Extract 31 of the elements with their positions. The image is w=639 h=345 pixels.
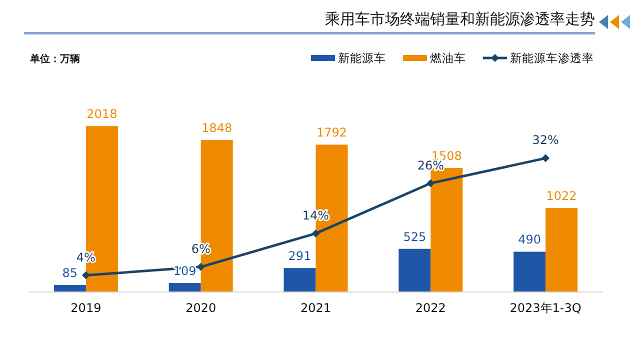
x-tick-label: 2020 xyxy=(186,301,216,315)
bar xyxy=(54,285,86,292)
legend-label: 燃油车 xyxy=(430,51,466,65)
data-label: 85 xyxy=(62,266,78,280)
data-label: 1848 xyxy=(202,121,232,136)
x-tick-label: 2022 xyxy=(415,301,446,315)
point xyxy=(542,154,550,162)
data-label: 2018 xyxy=(86,107,118,122)
data-label: 1022 xyxy=(546,188,577,203)
bar xyxy=(430,168,463,292)
bar xyxy=(398,248,431,292)
point xyxy=(82,271,90,280)
bar xyxy=(284,268,316,292)
bar xyxy=(546,208,578,292)
bar xyxy=(168,283,201,292)
chart-title: 乘用车市场终端销量和新能源渗透率走势 xyxy=(325,10,595,28)
data-label: 291 xyxy=(288,249,312,264)
point xyxy=(196,262,205,271)
point xyxy=(312,229,320,238)
legend-label: 新能源车渗透率 xyxy=(510,51,594,65)
bar xyxy=(514,252,546,292)
legend-label: 新能源车 xyxy=(338,51,386,65)
data-label: 32% xyxy=(532,133,559,148)
data-label: 1792 xyxy=(316,126,348,140)
x-tick-label: 2019 xyxy=(70,301,102,315)
text: 单位：万辆 xyxy=(29,53,80,65)
x-tick-label: 2023年1-3Q xyxy=(510,301,582,315)
point xyxy=(426,179,435,188)
data-label: 525 xyxy=(403,230,426,244)
x-tick-label: 2021 xyxy=(300,301,332,315)
data-label: 490 xyxy=(518,232,542,247)
